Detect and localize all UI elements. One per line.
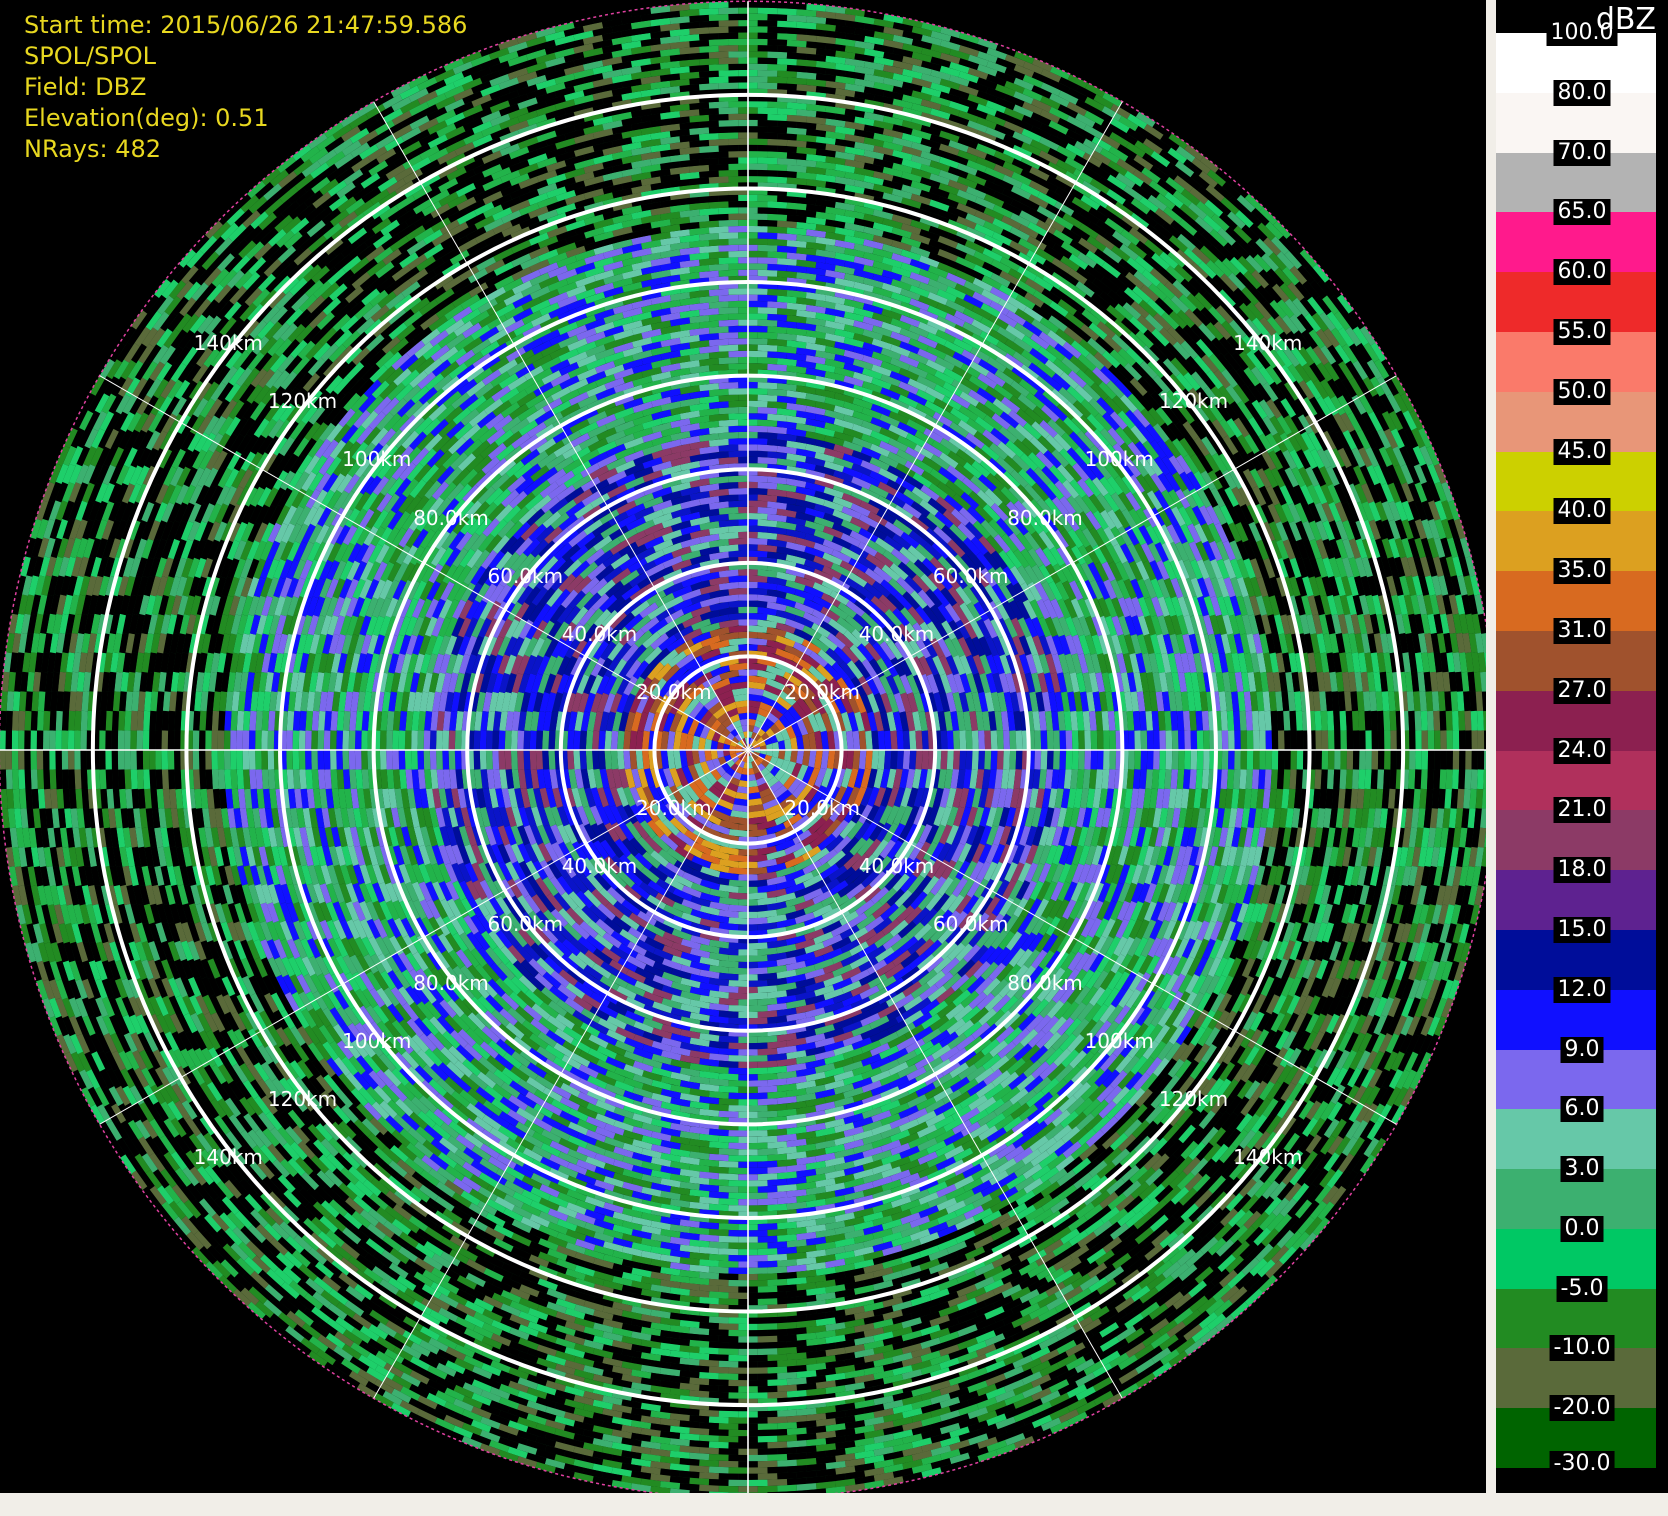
range-ring-label: 40.0km (859, 854, 935, 878)
radar-overlay: Start time: 2015/06/26 21:47:59.586 SPOL… (0, 0, 1486, 1493)
colorbar-tick-label: 45.0 (1554, 439, 1611, 465)
colorbar-tick-label: 31.0 (1554, 618, 1611, 644)
colorbar-tick-label: 3.0 (1561, 1156, 1604, 1182)
colorbar-tick-label: 24.0 (1554, 738, 1611, 764)
range-ring-label: 60.0km (487, 564, 563, 588)
range-ring-label: 120km (268, 389, 337, 413)
colorbar-tick-label: 40.0 (1554, 498, 1611, 524)
range-ring-label: 120km (268, 1087, 337, 1111)
colorbar-tick-label: 27.0 (1554, 678, 1611, 704)
range-ring-label: 100km (342, 1029, 411, 1053)
colorbar-tick-label: -30.0 (1550, 1451, 1615, 1477)
colorbar-tick-label: 12.0 (1554, 977, 1611, 1003)
colorbar-tick-label: 18.0 (1554, 857, 1611, 883)
range-ring-label: 100km (1085, 447, 1154, 471)
range-ring-label: 20.0km (636, 796, 712, 820)
colorbar-tick-label: 21.0 (1554, 797, 1611, 823)
colorbar-tick-label: 0.0 (1561, 1216, 1604, 1242)
window-bottom-strip (0, 1493, 1668, 1516)
range-ring-label: 80.0km (1007, 971, 1083, 995)
range-ring-label: 40.0km (859, 622, 935, 646)
range-ring-label: 80.0km (413, 971, 489, 995)
range-ring-label: 140km (194, 331, 263, 355)
colorbar-tick-label: 70.0 (1554, 140, 1611, 166)
colorbar-tick-label: -10.0 (1550, 1335, 1615, 1361)
colorbar-tick-label: 6.0 (1561, 1096, 1604, 1122)
dbz-colorbar: 100.0 80.0 70.0 65.0 60.0 55.0 50.0 45.0 40.0 35.… (1496, 0, 1668, 1493)
elevation-label: Elevation(deg): 0.51 (24, 103, 467, 134)
radar-info-panel: Start time: 2015/06/26 21:47:59.586 SPOL… (24, 10, 467, 165)
range-ring-label: 60.0km (933, 912, 1009, 936)
range-ring-label: 20.0km (784, 680, 860, 704)
range-ring-label: 60.0km (933, 564, 1009, 588)
colorbar-tick-label: -5.0 (1557, 1276, 1608, 1302)
colorbar-tick-label: 9.0 (1561, 1037, 1604, 1063)
range-ring-label: 100km (342, 447, 411, 471)
colorbar-tick-label: 60.0 (1554, 259, 1611, 285)
colorbar-tick-label: 65.0 (1554, 199, 1611, 225)
range-ring-label: 140km (1233, 1145, 1302, 1169)
range-ring-label: 120km (1159, 1087, 1228, 1111)
colorbar-tick-label: 15.0 (1554, 917, 1611, 943)
colorbar-tick-label: 55.0 (1554, 319, 1611, 345)
range-ring-label: 80.0km (413, 506, 489, 530)
range-ring-label: 140km (194, 1145, 263, 1169)
range-ring-label: 120km (1159, 389, 1228, 413)
range-ring-label: 40.0km (562, 854, 638, 878)
colorbar-unit-label: dBZ (1496, 2, 1656, 37)
field-label: Field: DBZ (24, 72, 467, 103)
range-ring-label: 60.0km (487, 912, 563, 936)
range-ring-label: 20.0km (636, 680, 712, 704)
colorbar-tick-label: -20.0 (1550, 1395, 1615, 1421)
start-time-label: Start time: 2015/06/26 21:47:59.586 (24, 10, 467, 41)
nrays-label: NRays: 482 (24, 134, 467, 165)
range-ring-label: 80.0km (1007, 506, 1083, 530)
colorbar-tick-label: 35.0 (1554, 558, 1611, 584)
radar-name-label: SPOL/SPOL (24, 41, 467, 72)
colorbar-tick-label: 80.0 (1554, 80, 1611, 106)
colorbar-tick-label: 50.0 (1554, 379, 1611, 405)
range-ring-label: 100km (1085, 1029, 1154, 1053)
range-ring-label: 40.0km (562, 622, 638, 646)
range-ring-label: 140km (1233, 331, 1302, 355)
range-ring-label: 20.0km (784, 796, 860, 820)
